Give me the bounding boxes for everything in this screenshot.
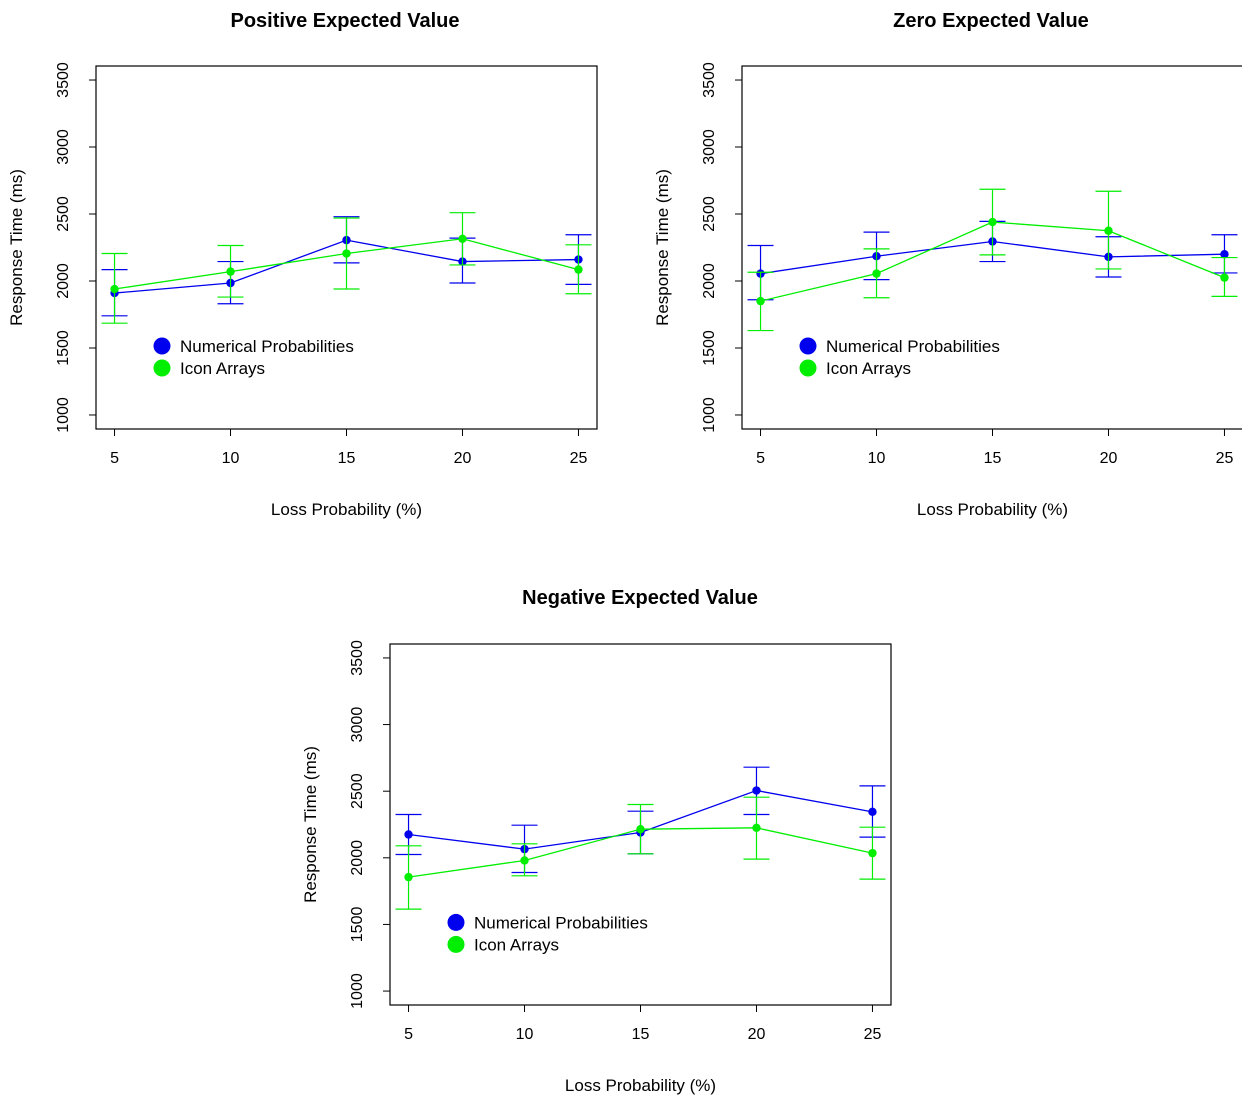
- y-tick-label: 2000: [55, 263, 72, 299]
- data-point: [574, 265, 583, 274]
- y-tick-label: 3000: [349, 707, 366, 743]
- x-tick-label: 5: [404, 1026, 413, 1043]
- y-tick-label: 1500: [55, 330, 72, 366]
- x-tick-label: 20: [454, 450, 472, 467]
- chart-panel-1: Positive Expected Value 5 10 15 20 25 1000 1500…: [7, 10, 598, 519]
- data-point: [752, 823, 761, 833]
- data-point: [1104, 226, 1113, 235]
- legend-label: Icon Arrays: [474, 935, 559, 954]
- y-axis-label: Response Time (ms): [301, 746, 320, 903]
- y-tick-label: 3000: [55, 129, 72, 165]
- x-tick-label: 10: [516, 1026, 534, 1043]
- legend-swatch: [153, 359, 171, 377]
- legend-label: Numerical Probabilities: [180, 337, 354, 356]
- x-tick-label: 10: [868, 450, 886, 467]
- chart-title: Negative Expected Value: [522, 587, 758, 609]
- data-point: [988, 217, 997, 227]
- x-tick-label: 10: [222, 450, 240, 467]
- legend-swatch: [799, 359, 817, 377]
- series-icon-arrays: [101, 212, 592, 324]
- y-tick-label: 2000: [701, 263, 718, 299]
- y-tick-label: 3000: [701, 129, 718, 165]
- y-tick-label: 1000: [701, 397, 718, 433]
- x-tick-label: 15: [338, 450, 356, 467]
- data-point: [868, 848, 877, 858]
- y-tick-label: 3500: [701, 62, 718, 98]
- y-tick-label: 1000: [349, 973, 366, 1009]
- y-tick-label: 2500: [349, 773, 366, 809]
- y-tick-label: 1500: [349, 907, 366, 943]
- data-point: [404, 872, 413, 882]
- y-axis-label: Response Time (ms): [7, 169, 26, 326]
- legend-label: Icon Arrays: [180, 359, 265, 378]
- y-tick-label: 2500: [55, 196, 72, 232]
- data-point: [110, 284, 119, 294]
- legend-swatch: [447, 913, 465, 931]
- y-tick-label: 1000: [55, 397, 72, 433]
- legend-swatch: [447, 935, 465, 953]
- x-tick-label: 20: [1100, 450, 1118, 467]
- y-tick-label: 1500: [701, 330, 718, 366]
- x-tick-label: 15: [984, 450, 1002, 467]
- y-tick-label: 3500: [349, 640, 366, 676]
- x-tick-label: 15: [632, 1026, 650, 1043]
- x-axis-label: Loss Probability (%): [271, 500, 422, 519]
- legend-swatch: [799, 337, 817, 355]
- x-tick-label: 5: [756, 450, 765, 467]
- data-point: [872, 269, 881, 278]
- data-point: [342, 249, 351, 258]
- x-axis-label: Loss Probability (%): [565, 1076, 716, 1095]
- y-axis-label: Response Time (ms): [653, 169, 672, 326]
- data-point: [458, 234, 467, 243]
- x-tick-label: 25: [570, 450, 588, 467]
- data-point: [868, 807, 877, 817]
- y-tick-label: 2000: [349, 840, 366, 876]
- chart-panel-3: Negative Expected Value 5 10 15 20 25 1000 1500…: [301, 587, 892, 1095]
- data-point: [756, 296, 765, 306]
- x-tick-label: 25: [1216, 450, 1234, 467]
- y-tick-label: 2500: [701, 196, 718, 232]
- x-tick-label: 25: [864, 1026, 882, 1043]
- data-point: [404, 830, 413, 839]
- data-point: [226, 267, 235, 276]
- legend-label: Numerical Probabilities: [474, 913, 648, 932]
- series-icon-arrays: [395, 796, 886, 910]
- x-tick-label: 20: [748, 1026, 766, 1043]
- legend-label: Icon Arrays: [826, 359, 911, 378]
- data-point: [1220, 273, 1229, 282]
- chart-title: Positive Expected Value: [231, 10, 460, 32]
- x-axis-label: Loss Probability (%): [917, 500, 1068, 519]
- chart-title: Zero Expected Value: [893, 10, 1089, 32]
- data-point: [520, 856, 529, 865]
- x-tick-label: 5: [110, 450, 119, 467]
- legend-swatch: [153, 337, 171, 355]
- legend-label: Numerical Probabilities: [826, 337, 1000, 356]
- data-point: [1220, 249, 1229, 259]
- series-icon-arrays: [747, 188, 1238, 332]
- data-point: [752, 786, 761, 795]
- data-point: [636, 824, 645, 834]
- y-tick-label: 3500: [55, 62, 72, 98]
- chart-panel-2: Zero Expected Value 5 10 15 20 25 1000 1500 2000…: [653, 10, 1242, 519]
